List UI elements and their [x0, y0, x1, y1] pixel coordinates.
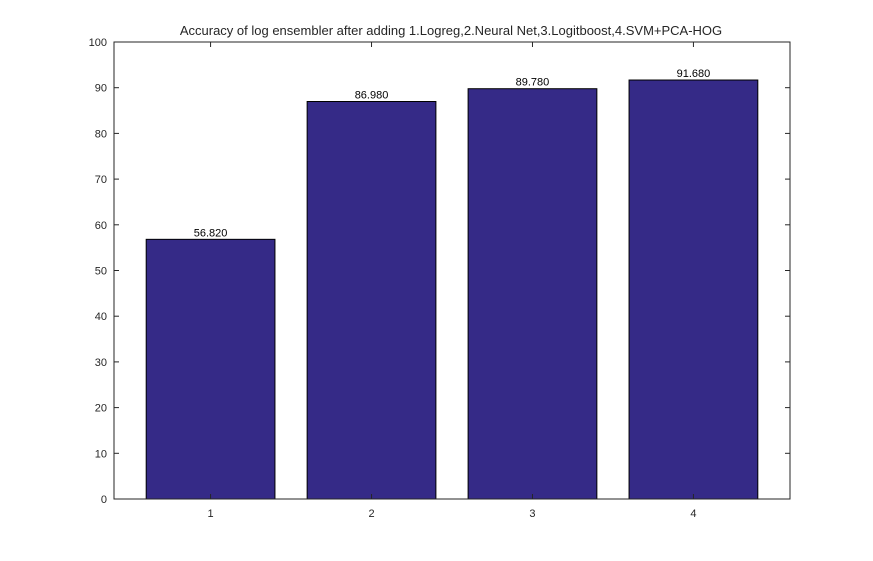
y-tick-label-0: 0	[101, 494, 107, 506]
data-label-4: 91.680	[677, 68, 711, 80]
data-labels-group: 56.820 86.980 89.780 91.680	[194, 68, 711, 239]
bar-1	[145, 238, 276, 500]
data-label-2: 86.980	[355, 90, 389, 102]
y-tick-label-90: 90	[95, 83, 107, 95]
y-tick-label-70: 70	[95, 174, 107, 186]
chart-title: Accuracy of log ensembler after adding 1…	[180, 23, 722, 38]
bar-2	[306, 101, 437, 500]
bar-3	[467, 88, 598, 500]
y-tick-label-50: 50	[95, 266, 107, 278]
y-tick-label-80: 80	[95, 128, 107, 140]
y-tick-label-30: 30	[95, 357, 107, 369]
x-tick-label-2: 2	[368, 508, 374, 520]
data-label-3: 89.780	[516, 77, 550, 89]
plot-frame	[113, 41, 791, 500]
y-tick-label-40: 40	[95, 311, 107, 323]
y-tick-label-20: 20	[95, 403, 107, 415]
x-tick-label-3: 3	[529, 508, 535, 520]
y-tick-label-60: 60	[95, 220, 107, 232]
x-axis: 1 2 3 4	[208, 42, 696, 520]
y-axis: 0 10 20 30 40 50 60 70 80 90 100	[89, 37, 790, 506]
bars-group	[145, 79, 759, 500]
x-tick-label-1: 1	[208, 508, 214, 520]
y-tick-label-10: 10	[95, 448, 107, 460]
bar-4	[628, 79, 759, 500]
data-label-1: 56.820	[194, 227, 228, 239]
y-tick-label-100: 100	[89, 37, 107, 49]
x-tick-label-4: 4	[690, 508, 696, 520]
